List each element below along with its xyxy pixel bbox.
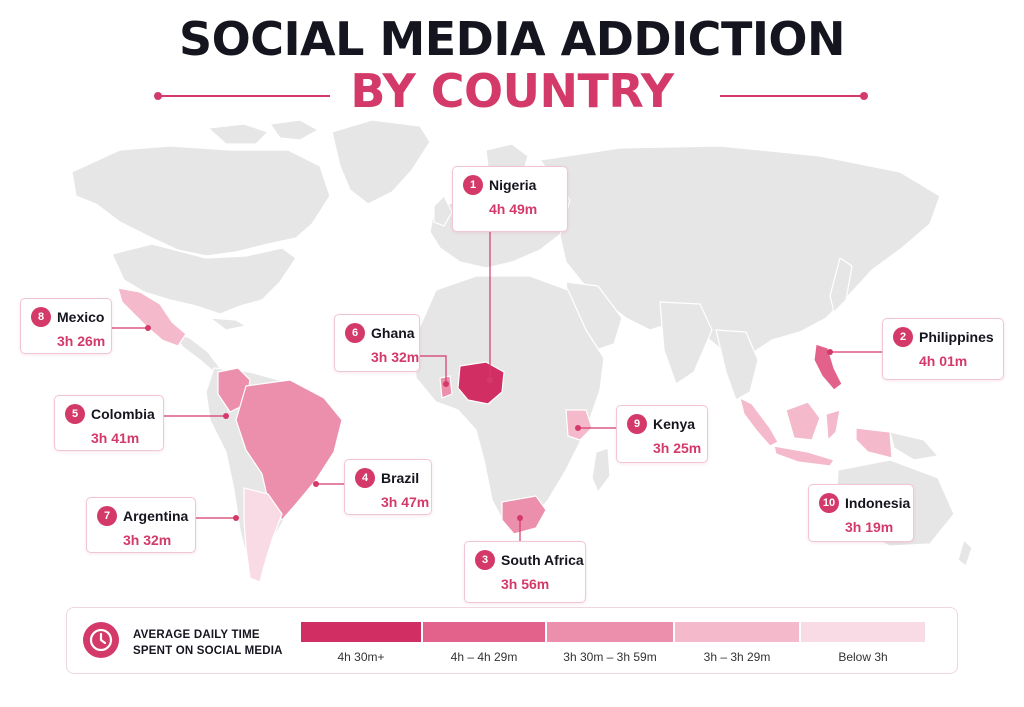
south-africa-country — [501, 495, 547, 535]
callout-brazil: 4 Brazil 3h 47m — [344, 459, 432, 515]
papua-land — [889, 431, 939, 461]
clock-icon — [83, 622, 119, 658]
callout-mexico: 8 Mexico 3h 26m — [20, 298, 112, 354]
callout-indonesia: 10 Indonesia 3h 19m — [808, 484, 914, 542]
title-divider-dot-left — [154, 92, 162, 100]
indonesia-country-sumatra — [739, 397, 779, 447]
country-name: South Africa — [501, 552, 584, 568]
callout-philippines: 2 Philippines 4h 01m — [882, 318, 1004, 380]
kenya-marker — [575, 425, 581, 431]
arctic-islands-land-2 — [269, 119, 319, 141]
title-divider-dot-right — [860, 92, 868, 100]
southeast-asia-land — [715, 329, 759, 401]
callout-kenya: 9 Kenya 3h 25m — [616, 405, 708, 463]
rank-badge: 1 — [463, 175, 483, 195]
mexico-country — [117, 287, 187, 347]
rank-badge: 6 — [345, 323, 365, 343]
ghana-connector — [420, 355, 447, 384]
legend-label-tier-1: 4h 30m+ — [337, 650, 385, 664]
south-africa-marker — [517, 515, 523, 521]
page-title: SOCIAL MEDIA ADDICTION — [178, 12, 846, 66]
legend-swatch-tier-2 — [423, 622, 545, 642]
legend-swatch-tier-4 — [675, 622, 799, 642]
rank-badge: 5 — [65, 404, 85, 424]
brazil-country — [235, 379, 343, 521]
legend: AVERAGE DAILY TIME SPENT ON SOCIAL MEDIA… — [66, 607, 958, 674]
country-name: Mexico — [57, 309, 105, 325]
country-name: Colombia — [91, 406, 155, 422]
rank-badge: 9 — [627, 414, 647, 434]
country-time: 3h 47m — [381, 494, 430, 510]
title-divider-left — [160, 95, 330, 97]
country-name: Ghana — [371, 325, 415, 341]
rank-badge: 3 — [475, 550, 495, 570]
argentina-country — [243, 487, 283, 583]
callout-south-africa: 3 South Africa 3h 56m — [464, 541, 586, 603]
rank-badge: 7 — [97, 506, 117, 526]
kenya-country — [565, 409, 593, 441]
page-subtitle: BY COUNTRY — [350, 64, 674, 118]
country-time: 3h 25m — [653, 440, 702, 456]
nigeria-country — [457, 361, 505, 405]
country-time: 4h 01m — [919, 353, 968, 369]
rank-badge: 2 — [893, 327, 913, 347]
mexico-marker — [145, 325, 151, 331]
legend-title-line2: SPENT ON SOCIAL MEDIA — [133, 645, 283, 657]
indonesia-country-borneo — [785, 401, 821, 441]
rank-badge: 10 — [819, 493, 839, 513]
country-time: 3h 19m — [845, 519, 894, 535]
india-land — [659, 301, 713, 385]
world-map — [71, 119, 973, 583]
country-time: 3h 56m — [501, 576, 550, 592]
country-time: 3h 32m — [123, 532, 172, 548]
country-time: 4h 49m — [489, 201, 538, 217]
nigeria-marker — [487, 377, 493, 383]
legend-label-tier-3: 3h 30m – 3h 59m — [563, 650, 657, 664]
japan-land — [829, 257, 853, 313]
madagascar-land — [591, 447, 611, 493]
indonesia-country-sulawesi — [825, 409, 841, 441]
uk-land — [433, 195, 453, 227]
new-zealand-land — [957, 539, 973, 567]
legend-label-tier-4: 3h – 3h 29m — [703, 650, 771, 664]
legend-title-line1: AVERAGE DAILY TIME — [133, 629, 260, 641]
country-time: 3h 41m — [91, 430, 140, 446]
callout-colombia: 5 Colombia 3h 41m — [54, 395, 164, 451]
colombia-marker — [223, 413, 229, 419]
indonesia-country-papua — [855, 427, 893, 459]
greenland-land — [331, 119, 431, 205]
legend-label-tier-5: Below 3h — [838, 650, 888, 664]
legend-title: AVERAGE DAILY TIME SPENT ON SOCIAL MEDIA — [133, 627, 283, 659]
country-time: 3h 26m — [57, 333, 106, 349]
canada-land — [71, 145, 331, 257]
country-time: 3h 32m — [371, 349, 420, 365]
legend-swatch-tier-5 — [801, 622, 925, 642]
legend-swatch-tier-1 — [301, 622, 421, 642]
callout-ghana: 6 Ghana 3h 32m — [334, 314, 420, 372]
legend-swatch-tier-3 — [547, 622, 673, 642]
caribbean-land — [209, 317, 247, 331]
country-name: Indonesia — [845, 495, 911, 511]
country-name: Argentina — [123, 508, 189, 524]
callout-argentina: 7 Argentina 3h 32m — [86, 497, 196, 553]
usa-land — [111, 243, 297, 315]
indonesia-country-java — [773, 445, 835, 467]
philippines-marker — [827, 349, 833, 355]
country-name: Nigeria — [489, 177, 537, 193]
country-name: Brazil — [381, 470, 420, 486]
brazil-marker — [313, 481, 319, 487]
rank-badge: 8 — [31, 307, 51, 327]
country-name: Kenya — [653, 416, 696, 432]
legend-label-tier-2: 4h – 4h 29m — [450, 650, 518, 664]
ghana-marker — [443, 381, 449, 387]
rank-badge: 4 — [355, 468, 375, 488]
arctic-islands-land — [207, 123, 269, 145]
africa-land — [413, 275, 605, 531]
argentina-marker — [233, 515, 239, 521]
title-divider-right — [720, 95, 862, 97]
callout-nigeria: 1 Nigeria 4h 49m — [452, 166, 568, 232]
country-name: Philippines — [919, 329, 994, 345]
